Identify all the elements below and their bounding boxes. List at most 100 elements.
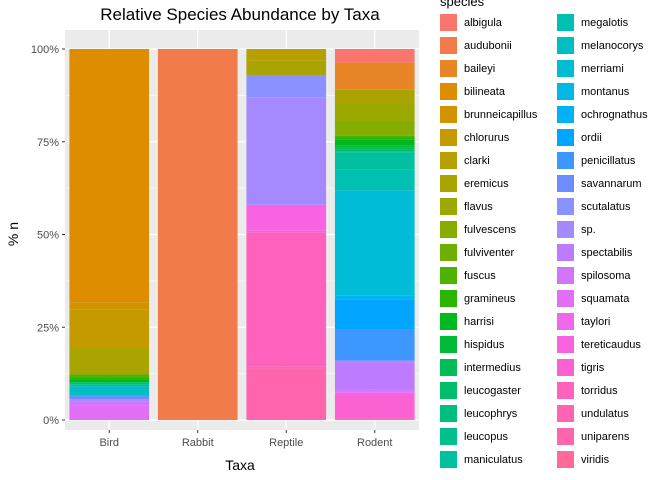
legend-item: hispidus xyxy=(440,333,504,356)
legend-key-swatch xyxy=(440,83,457,100)
bar-segment-bird-squamata xyxy=(69,405,150,420)
bar-segment-rodent-hispidus xyxy=(334,145,415,148)
legend-label: eremicus xyxy=(464,177,509,190)
legend-label: melanocorys xyxy=(581,39,644,52)
bar-segment-bird-eremicus xyxy=(69,346,150,374)
legend-item: fuscus xyxy=(440,264,496,287)
chart-title: Relative Species Abundance by Taxa xyxy=(100,5,380,24)
legend-item: clarki xyxy=(440,149,490,172)
legend-item: sp. xyxy=(557,218,596,241)
legend-item: scutalatus xyxy=(557,195,631,218)
bar-segment-rodent-ochrognathus xyxy=(334,297,415,300)
legend-label: albigula xyxy=(464,16,502,29)
bar-segment-rodent-torridus xyxy=(334,418,415,420)
legend-item: melanocorys xyxy=(557,34,643,57)
bar-segment-rodent-spilosoma xyxy=(334,389,415,392)
x-tick-label: Reptile xyxy=(269,437,303,449)
bar-segment-bird-brunneicapillus xyxy=(69,302,150,310)
legend-label: viridis xyxy=(581,453,610,466)
legend-key-swatch xyxy=(440,106,457,123)
legend-item: montanus xyxy=(557,80,629,103)
legend-label: fuscus xyxy=(464,269,496,282)
legend-key-swatch xyxy=(557,267,574,284)
legend-item: ochrognathus xyxy=(557,103,648,126)
bar-segment-rodent-megalotis xyxy=(334,169,415,191)
legend-key-swatch xyxy=(557,244,574,261)
bar-segment-rodent-flavus xyxy=(334,103,415,121)
legend-label: scutalatus xyxy=(581,200,631,213)
legend-key-swatch xyxy=(440,175,457,192)
x-tick-label: Bird xyxy=(99,437,119,449)
legend-item: chlorurus xyxy=(440,126,509,149)
legend-item: merriami xyxy=(557,57,624,80)
bar-segment-rodent-spectabilis xyxy=(334,362,415,390)
legend-label: sp. xyxy=(581,223,596,236)
legend-item: brunneicapillus xyxy=(440,103,537,126)
legend-label: undulatus xyxy=(581,407,629,420)
legend-item: eremicus xyxy=(440,172,509,195)
bar-segment-rodent-taylori xyxy=(334,392,415,395)
bar-segment-rodent-squamata xyxy=(334,391,415,393)
bar-segment-rodent-maniculatus xyxy=(334,152,415,170)
legend-item: leucophrys xyxy=(440,402,517,425)
legend-label: harrisi xyxy=(464,315,494,328)
legend-key-swatch xyxy=(440,451,457,468)
legend-key-swatch xyxy=(557,428,574,445)
y-tick-label: 25% xyxy=(37,322,59,334)
bar-segment-bird-melanocorys xyxy=(69,386,150,396)
bar-segment-rodent-montanus xyxy=(334,295,415,298)
bar-segment-reptile-torridus xyxy=(246,232,327,367)
bar-segment-rodent-leucogaster xyxy=(334,149,415,152)
bar-segment-reptile-scutalatus xyxy=(246,74,327,98)
legend-label: bilineata xyxy=(464,85,505,98)
legend-item: leucopus xyxy=(440,425,508,448)
bar-segment-reptile-eremicus xyxy=(246,60,327,75)
legend-label: savannarum xyxy=(581,177,642,190)
legend-item: bilineata xyxy=(440,80,505,103)
bar-segment-bird-leucophrys xyxy=(69,382,150,385)
legend-key-swatch xyxy=(557,198,574,215)
y-tick-label: 75% xyxy=(37,137,59,149)
bar-segment-bird-savannarum xyxy=(69,395,150,400)
legend-label: baileyi xyxy=(464,62,496,75)
legend-label: tereticaudus xyxy=(581,338,641,351)
legend-key-swatch xyxy=(440,60,457,77)
legend-item: fulvescens xyxy=(440,218,516,241)
legend-label: tigris xyxy=(581,361,605,374)
legend-key-swatch xyxy=(440,336,457,353)
bar-segment-rodent-eremicus xyxy=(334,89,415,104)
x-axis-title: Taxa xyxy=(225,457,255,473)
legend-label: leucopus xyxy=(464,430,509,443)
legend-item: squamata xyxy=(557,287,629,310)
legend-label: ordii xyxy=(581,131,602,144)
legend-label: torridus xyxy=(581,384,618,397)
legend-item: gramineus xyxy=(440,287,515,310)
legend-label: penicillatus xyxy=(581,154,636,167)
legend-item: baileyi xyxy=(440,57,495,80)
legend-key-swatch xyxy=(557,175,574,192)
y-axis: 0% 25% 50% 75% 100% xyxy=(31,44,65,427)
legend-label: maniculatus xyxy=(464,453,523,466)
bar-segment-bird-bilineata xyxy=(69,49,150,303)
legend-item: flavus xyxy=(440,195,493,218)
legend-key-swatch xyxy=(557,221,574,238)
y-tick-label: 0% xyxy=(43,415,59,427)
bar-segment-bird-fuscus xyxy=(69,374,150,378)
bar-segment-bird-gramineus xyxy=(69,377,150,380)
legend-key-swatch xyxy=(557,313,574,330)
legend-item: fulviventer xyxy=(440,241,514,264)
legend-key-swatch xyxy=(557,336,574,353)
legend-item: audubonii xyxy=(440,34,512,57)
legend-label: hispidus xyxy=(464,338,505,351)
legend-label: fulviventer xyxy=(464,246,515,259)
legend-label: merriami xyxy=(581,62,624,75)
bar-segment-reptile-clarki xyxy=(246,49,327,61)
legend-key-swatch xyxy=(440,129,457,146)
legend-key-swatch xyxy=(440,428,457,445)
bar-segment-reptile-tereticaudus xyxy=(246,204,327,231)
legend-item: spectabilis xyxy=(557,241,632,264)
bar-segment-reptile-tigris xyxy=(246,230,327,233)
legend-item: leucogaster xyxy=(440,379,521,402)
y-tick-label: 50% xyxy=(37,230,59,242)
